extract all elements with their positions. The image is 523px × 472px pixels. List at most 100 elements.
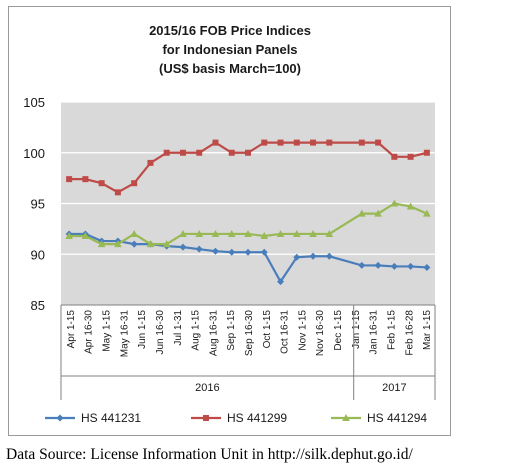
- data-point-hs-441294: [244, 229, 252, 237]
- x-tick-label: Nov 1-15: [297, 310, 308, 351]
- x-tick-label: Dec 1-15: [333, 310, 344, 351]
- data-point-hs-441231: [277, 278, 285, 286]
- y-tick-label: 100: [23, 146, 45, 161]
- data-point-hs-441231: [325, 252, 333, 260]
- data-point-hs-441299: [114, 189, 121, 196]
- line-chart: 2015/16 FOB Price Indices for Indonesian …: [23, 23, 436, 425]
- data-point-hs-441294: [390, 199, 399, 207]
- data-point-hs-441231: [211, 247, 219, 255]
- x-tick-label: Oct 1-15: [262, 310, 273, 349]
- data-point-hs-441294: [114, 240, 122, 248]
- x-tick-label: Nov 16-30: [315, 310, 326, 357]
- series-line-hs-441231: [69, 232, 427, 284]
- data-point-hs-441294: [292, 229, 301, 237]
- data-point-hs-441231: [390, 262, 398, 270]
- x-tick-label: Feb 16-28: [404, 310, 415, 356]
- data-point-hs-441231: [374, 261, 382, 269]
- data-point-hs-441231: [179, 243, 187, 251]
- x-tick-label: Apr 1-15: [66, 310, 77, 349]
- data-point-hs-441299: [375, 139, 382, 146]
- data-point-hs-441294: [227, 229, 236, 237]
- x-tick-label: Oct 16-31: [280, 310, 291, 354]
- data-point-hs-441299: [228, 149, 235, 156]
- data-point-hs-441231: [407, 262, 415, 270]
- data-point-hs-441294: [130, 229, 138, 237]
- data-point-hs-441294: [97, 240, 106, 248]
- data-point-hs-441231: [358, 261, 366, 269]
- data-point-hs-441294: [81, 231, 90, 239]
- data-point-hs-441294: [406, 202, 415, 210]
- legend-label-hs-441299: HS 441299: [227, 411, 287, 425]
- x-tick-label: Sep 1-15: [226, 310, 237, 351]
- data-point-hs-441294: [146, 240, 155, 248]
- data-point-hs-441231: [130, 240, 138, 248]
- data-point-hs-441299: [423, 149, 430, 156]
- year-group-label: 2017: [382, 382, 406, 394]
- data-point-hs-441294: [325, 229, 334, 237]
- y-tick-label: 85: [31, 298, 45, 313]
- x-tick-label: May 16-31: [119, 310, 130, 358]
- x-tick-label: Jun 1-15: [137, 310, 148, 349]
- data-point-hs-441299: [310, 139, 317, 146]
- chart-frame: 2015/16 FOB Price Indices for Indonesian …: [8, 6, 451, 436]
- data-point-hs-441231: [244, 248, 252, 256]
- x-tick-label: May 1-15: [102, 310, 113, 352]
- year-group-label: 2016: [195, 382, 219, 394]
- data-point-hs-441299: [98, 180, 105, 187]
- data-point-hs-441294: [65, 231, 73, 239]
- data-point-hs-441294: [211, 229, 220, 237]
- data-point-hs-441299: [179, 149, 186, 156]
- x-tick-label: Jun 16-30: [155, 310, 166, 355]
- data-point-hs-441294: [423, 209, 431, 217]
- chart-title-line: (US$ basis March=100): [159, 61, 301, 76]
- data-point-hs-441231: [195, 245, 203, 253]
- data-point-hs-441294: [195, 229, 204, 237]
- y-tick-label: 90: [31, 247, 45, 262]
- data-point-hs-441231: [228, 248, 236, 256]
- data-point-hs-441299: [277, 139, 284, 146]
- x-tick-label: Aug 16-31: [208, 310, 219, 357]
- data-point-hs-441231: [309, 252, 317, 260]
- data-point-hs-441299: [131, 180, 138, 187]
- data-point-hs-441299: [358, 139, 365, 146]
- data-point-hs-441299: [326, 139, 333, 146]
- x-tick-label: Jan 16-31: [369, 310, 380, 355]
- legend-label-hs-441294: HS 441294: [367, 411, 427, 425]
- data-point-hs-441294: [179, 229, 187, 237]
- data-point-hs-441294: [374, 209, 382, 217]
- x-tick-label: Apr 16-30: [84, 310, 95, 354]
- legend-marker-hs-441299: [203, 415, 209, 421]
- series-line-hs-441299: [69, 141, 428, 194]
- data-point-hs-441294: [276, 229, 285, 237]
- data-point-hs-441231: [293, 253, 301, 261]
- data-point-hs-441294: [162, 240, 171, 248]
- data-point-hs-441294: [358, 209, 366, 217]
- data-point-hs-441299: [147, 159, 154, 166]
- data-point-hs-441231: [423, 263, 431, 271]
- x-tick-label: Feb 1-15: [386, 310, 397, 350]
- data-point-hs-441299: [407, 153, 414, 160]
- x-tick-label: Jan 1-15: [351, 310, 362, 349]
- legend-label-hs-441231: HS 441231: [81, 411, 141, 425]
- y-tick-label: 105: [23, 95, 45, 110]
- series-line-hs-441294: [69, 202, 428, 246]
- x-tick-label: Sep 16-30: [244, 310, 255, 357]
- legend-marker-hs-441294: [342, 414, 350, 421]
- chart-title-line: 2015/16 FOB Price Indices: [149, 23, 311, 38]
- x-tick-label: Mar 1-15: [422, 310, 433, 350]
- data-point-hs-441299: [391, 153, 398, 160]
- data-point-hs-441294: [309, 229, 317, 237]
- x-tick-label: Jul 1-31: [173, 310, 184, 346]
- data-point-hs-441299: [293, 139, 300, 146]
- x-tick-label: Aug 1-15: [191, 310, 202, 351]
- chart-title-line: for Indonesian Panels: [162, 42, 297, 57]
- data-point-hs-441299: [82, 176, 89, 183]
- data-point-hs-441231: [260, 248, 268, 256]
- data-point-hs-441299: [212, 139, 219, 146]
- data-source-note: Data Source: License Information Unit in…: [6, 446, 413, 463]
- data-point-hs-441299: [196, 149, 203, 156]
- data-point-hs-441294: [260, 231, 269, 239]
- data-point-hs-441299: [261, 139, 268, 146]
- data-point-hs-441299: [245, 149, 251, 156]
- legend-marker-hs-441231: [56, 414, 64, 422]
